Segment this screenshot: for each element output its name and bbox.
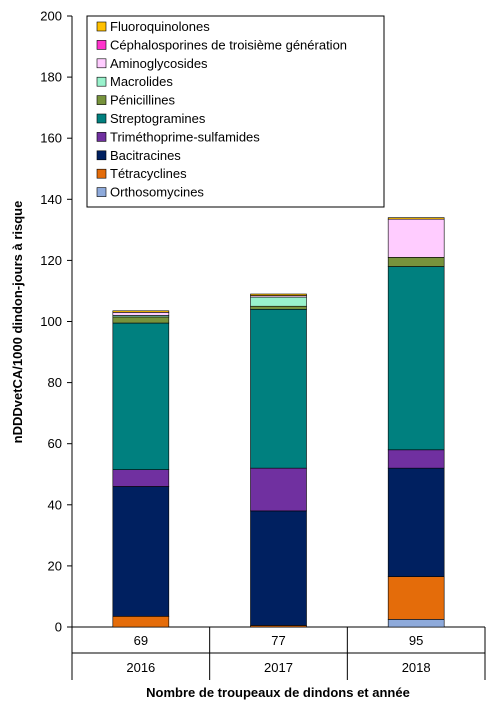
legend-swatch: [96, 150, 107, 161]
bar-segment: [250, 293, 307, 296]
legend-swatch: [96, 168, 107, 179]
category-year-label: 2017: [264, 660, 293, 675]
legend-label: Pénicillines: [110, 93, 176, 108]
y-axis-label: nDDDvetCA/1000 dindon-jours à risque: [10, 201, 25, 444]
y-tick-label: 60: [48, 436, 62, 451]
bar-segment: [112, 310, 170, 313]
legend: Fluoroquinolones Céphalosporines de trois…: [86, 15, 385, 208]
bar-segment: [387, 218, 445, 258]
legend-label: Tétracyclines: [110, 166, 187, 181]
legend-label: Streptogramines: [110, 111, 206, 126]
legend-swatch: [96, 21, 107, 32]
bar-segment: [387, 449, 445, 469]
bar-segment: [250, 305, 307, 310]
category-count-label: 69: [134, 633, 148, 648]
bar-segment: [112, 469, 170, 487]
bar-segment: [387, 467, 445, 577]
bar-segment: [112, 322, 170, 470]
y-tick-label: 40: [48, 497, 62, 512]
legend-swatch: [96, 113, 107, 124]
x-category-table: 69 2016 77 2017 95 2018: [71, 627, 486, 680]
legend-swatch: [96, 95, 107, 105]
y-tick-label: 120: [40, 253, 62, 268]
category-count-label: 77: [271, 633, 285, 648]
legend-label: Triméthoprime-sulfamides: [110, 129, 260, 144]
category-year-label: 2016: [126, 660, 155, 675]
legend-label: Fluoroquinolones: [110, 19, 210, 34]
category-count-label: 95: [409, 633, 423, 648]
bar-segment: [112, 486, 170, 617]
bar-segment: [387, 266, 445, 451]
legend-label: Macrolides: [110, 74, 173, 89]
bar-segment: [387, 576, 445, 620]
y-tick-label: 80: [48, 375, 62, 390]
legend-swatch: [96, 187, 107, 197]
legend-label: Aminoglycosides: [110, 56, 208, 71]
y-tick-label: 100: [40, 314, 62, 329]
category-year-label: 2018: [402, 660, 431, 675]
y-tick-label: 20: [48, 558, 62, 573]
bar-segment: [250, 296, 307, 307]
legend-label: Bacitracines: [110, 148, 181, 163]
bar-segment: [250, 308, 307, 469]
bar-segment: [112, 316, 170, 324]
bar-segment: [250, 467, 307, 512]
y-tick-label: 180: [40, 70, 62, 85]
bar-segment: [112, 312, 170, 316]
axes: 0 20 40 60 80 100 120 140 160 180 200: [40, 9, 485, 635]
legend-label: Orthosomycines: [110, 185, 204, 200]
bars: [112, 217, 445, 628]
legend-swatch: [96, 76, 107, 87]
x-axis-label: Nombre de troupeaux de dindons et année: [146, 685, 410, 700]
bar-segment: [387, 257, 445, 267]
legend-box: [86, 15, 385, 208]
y-tick-label: 160: [40, 131, 62, 146]
legend-swatch: [96, 40, 107, 50]
bar-segment: [387, 217, 445, 220]
y-tick-label: 0: [55, 620, 62, 635]
bar-segment: [112, 616, 170, 628]
legend-swatch: [96, 132, 107, 142]
legend-swatch: [96, 58, 107, 69]
y-tick-label: 140: [40, 192, 62, 207]
y-tick-label: 200: [40, 9, 62, 24]
bar-segment: [250, 510, 307, 626]
legend-label: Céphalosporines de troisième génération: [110, 37, 347, 52]
bar-segment: [387, 619, 445, 628]
